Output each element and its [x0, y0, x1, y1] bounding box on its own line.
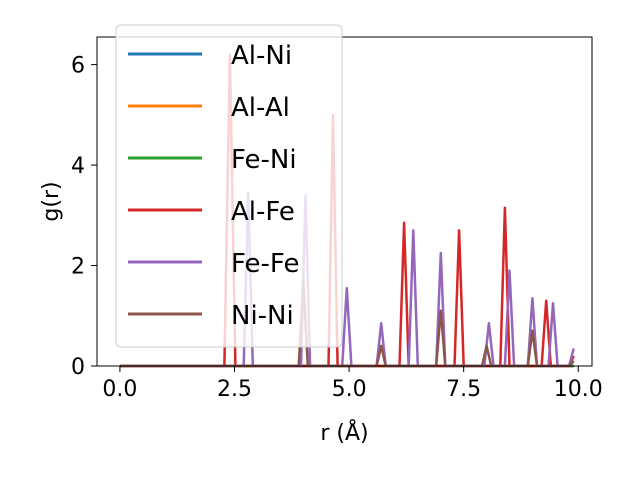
y-axis: 0 2 4 6: [71, 54, 97, 380]
y-tick-label: 4: [71, 154, 85, 179]
y-axis-label: g(r): [39, 181, 64, 221]
x-tick-label: 5.0: [332, 377, 367, 402]
y-tick-label: 2: [71, 255, 85, 280]
legend-label: Al-Al: [231, 93, 290, 123]
series-line-ni-ni: [119, 279, 575, 368]
legend-label: Fe-Ni: [231, 145, 297, 175]
x-tick-label: 2.5: [217, 377, 252, 402]
legend-label: Al-Fe: [231, 197, 295, 227]
x-tick-label: 7.5: [446, 377, 481, 402]
legend-box: [115, 24, 343, 348]
x-axis: 0.0 2.5 5.0 7.5 10.0: [102, 366, 603, 402]
y-tick-label: 0: [71, 355, 85, 380]
y-tick-label: 6: [71, 54, 85, 79]
legend-label: Al-Ni: [231, 41, 292, 71]
x-tick-label: 0.0: [102, 377, 137, 402]
plot-frame: [96, 36, 593, 367]
legend-label: Fe-Fe: [231, 249, 299, 279]
legend: Al-Ni Al-Al Fe-Ni Al-Fe Fe-Fe Ni-Ni: [115, 24, 343, 348]
x-axis-label: r (Å): [320, 419, 368, 446]
x-tick-label: 10.0: [554, 377, 603, 402]
legend-label: Ni-Ni: [231, 301, 294, 331]
